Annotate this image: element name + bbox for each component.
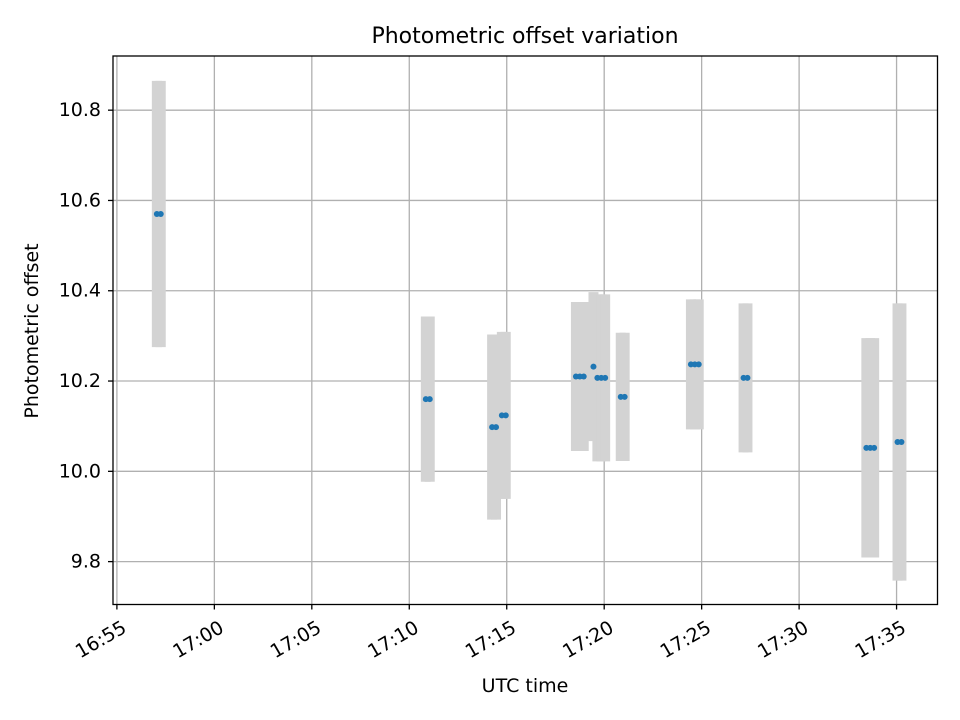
x-axis-label: UTC time	[482, 675, 569, 697]
data-point	[602, 374, 609, 381]
data-point	[695, 361, 702, 368]
y-tick-label: 10.2	[59, 370, 101, 392]
y-tick-label: 10.4	[59, 280, 101, 302]
data-point	[502, 412, 509, 419]
y-tick-label: 10.8	[59, 99, 101, 121]
plot-frame	[112, 55, 939, 606]
data-point	[898, 438, 905, 445]
data-point	[621, 393, 628, 400]
data-point	[493, 424, 500, 431]
y-tick-label: 9.8	[71, 551, 101, 573]
data-point	[744, 374, 751, 381]
y-axis-ticks: 9.8 10.0 10.2 10.4 10.6 10.8	[59, 99, 113, 573]
y-axis-label: Photometric offset	[21, 243, 43, 418]
y-tick-label: 10.0	[59, 460, 101, 482]
chart-title: Photometric offset variation	[371, 24, 678, 49]
data-point	[426, 396, 433, 403]
data-point	[871, 444, 878, 451]
data-point	[157, 211, 164, 218]
data-points	[153, 211, 905, 451]
data-point	[590, 363, 597, 370]
y-tick-label: 10.6	[59, 189, 101, 211]
data-point	[580, 373, 587, 380]
